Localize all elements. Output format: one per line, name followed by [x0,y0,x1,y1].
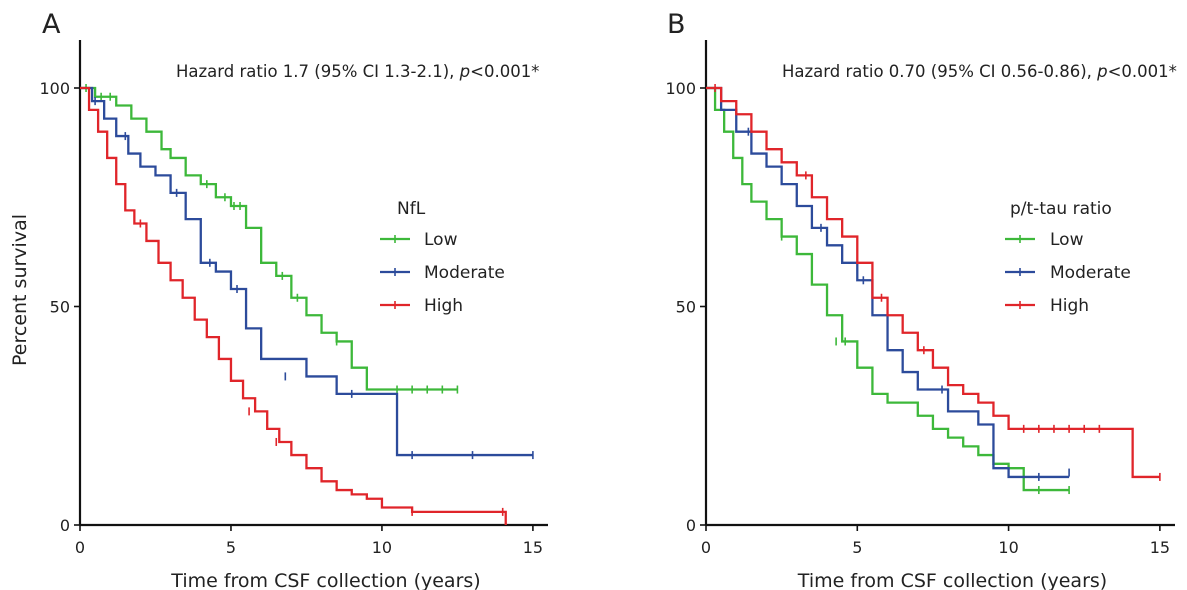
survival-curve-high [706,86,1160,479]
survival-curve-moderate [706,86,1070,479]
x-tick-label: 10 [372,538,392,557]
y-tick-label: 0 [60,516,70,535]
x-tick-label: 10 [998,538,1018,557]
hazard-ratio-annotation: Hazard ratio 1.7 (95% CI 1.3-2.1), p<0.0… [176,62,539,81]
legend-title: p/t-tau ratio [1010,199,1112,219]
series-low [80,84,459,394]
legend-label-low: Low [424,230,458,250]
x-tick-label: 5 [226,538,236,557]
panel-letter: B [667,9,686,40]
panel-letter: A [42,9,61,40]
x-axis-title: Time from CSF collection (years) [797,570,1107,590]
series-high [80,86,507,525]
y-axis-title: Percent survival [9,214,31,366]
series-high [706,84,1161,481]
survival-curve-moderate [80,86,533,457]
annotation-suffix: <0.001* [1108,62,1177,81]
series-moderate [706,86,1070,481]
survival-curve-low [706,86,1070,492]
x-tick-label: 5 [852,538,862,557]
survival-curve-low [80,86,458,391]
x-tick-label: 15 [1150,538,1170,557]
annotation-p-symbol: p [459,62,470,81]
y-tick-label: 0 [686,516,696,535]
legend-label-low: Low [1050,230,1084,250]
annotation-suffix: <0.001* [470,62,539,81]
x-tick-label: 0 [75,538,85,557]
panel-b-chart: B 0 5 10 15 0 50 100 Time from CSF collection (y… [665,9,1176,590]
panel-a-chart: A 0 5 10 15 0 50 100 Time from CSF collection (y… [9,9,548,590]
survival-curve-high [80,86,507,525]
legend-label-moderate: Moderate [424,263,505,283]
y-tick-label: 100 [665,79,696,98]
x-axis-title: Time from CSF collection (years) [170,570,480,590]
y-tick-label: 50 [676,298,696,317]
annotation-prefix: Hazard ratio 0.70 (95% CI 0.56-0.86), [782,62,1097,81]
y-tick-label: 100 [39,79,70,98]
series-low [706,86,1070,495]
legend-title: NfL [397,199,426,219]
annotation-p-symbol: p [1096,62,1107,81]
hazard-ratio-annotation: Hazard ratio 0.70 (95% CI 0.56-0.86), p<… [782,62,1177,81]
series-moderate [80,86,534,460]
annotation-prefix: Hazard ratio 1.7 (95% CI 1.3-2.1), [176,62,460,81]
y-tick-label: 50 [50,298,70,317]
legend-label-high: High [1050,296,1089,316]
x-tick-label: 15 [523,538,543,557]
legend-label-high: High [424,296,463,316]
x-tick-label: 0 [701,538,711,557]
legend-label-moderate: Moderate [1050,263,1131,283]
